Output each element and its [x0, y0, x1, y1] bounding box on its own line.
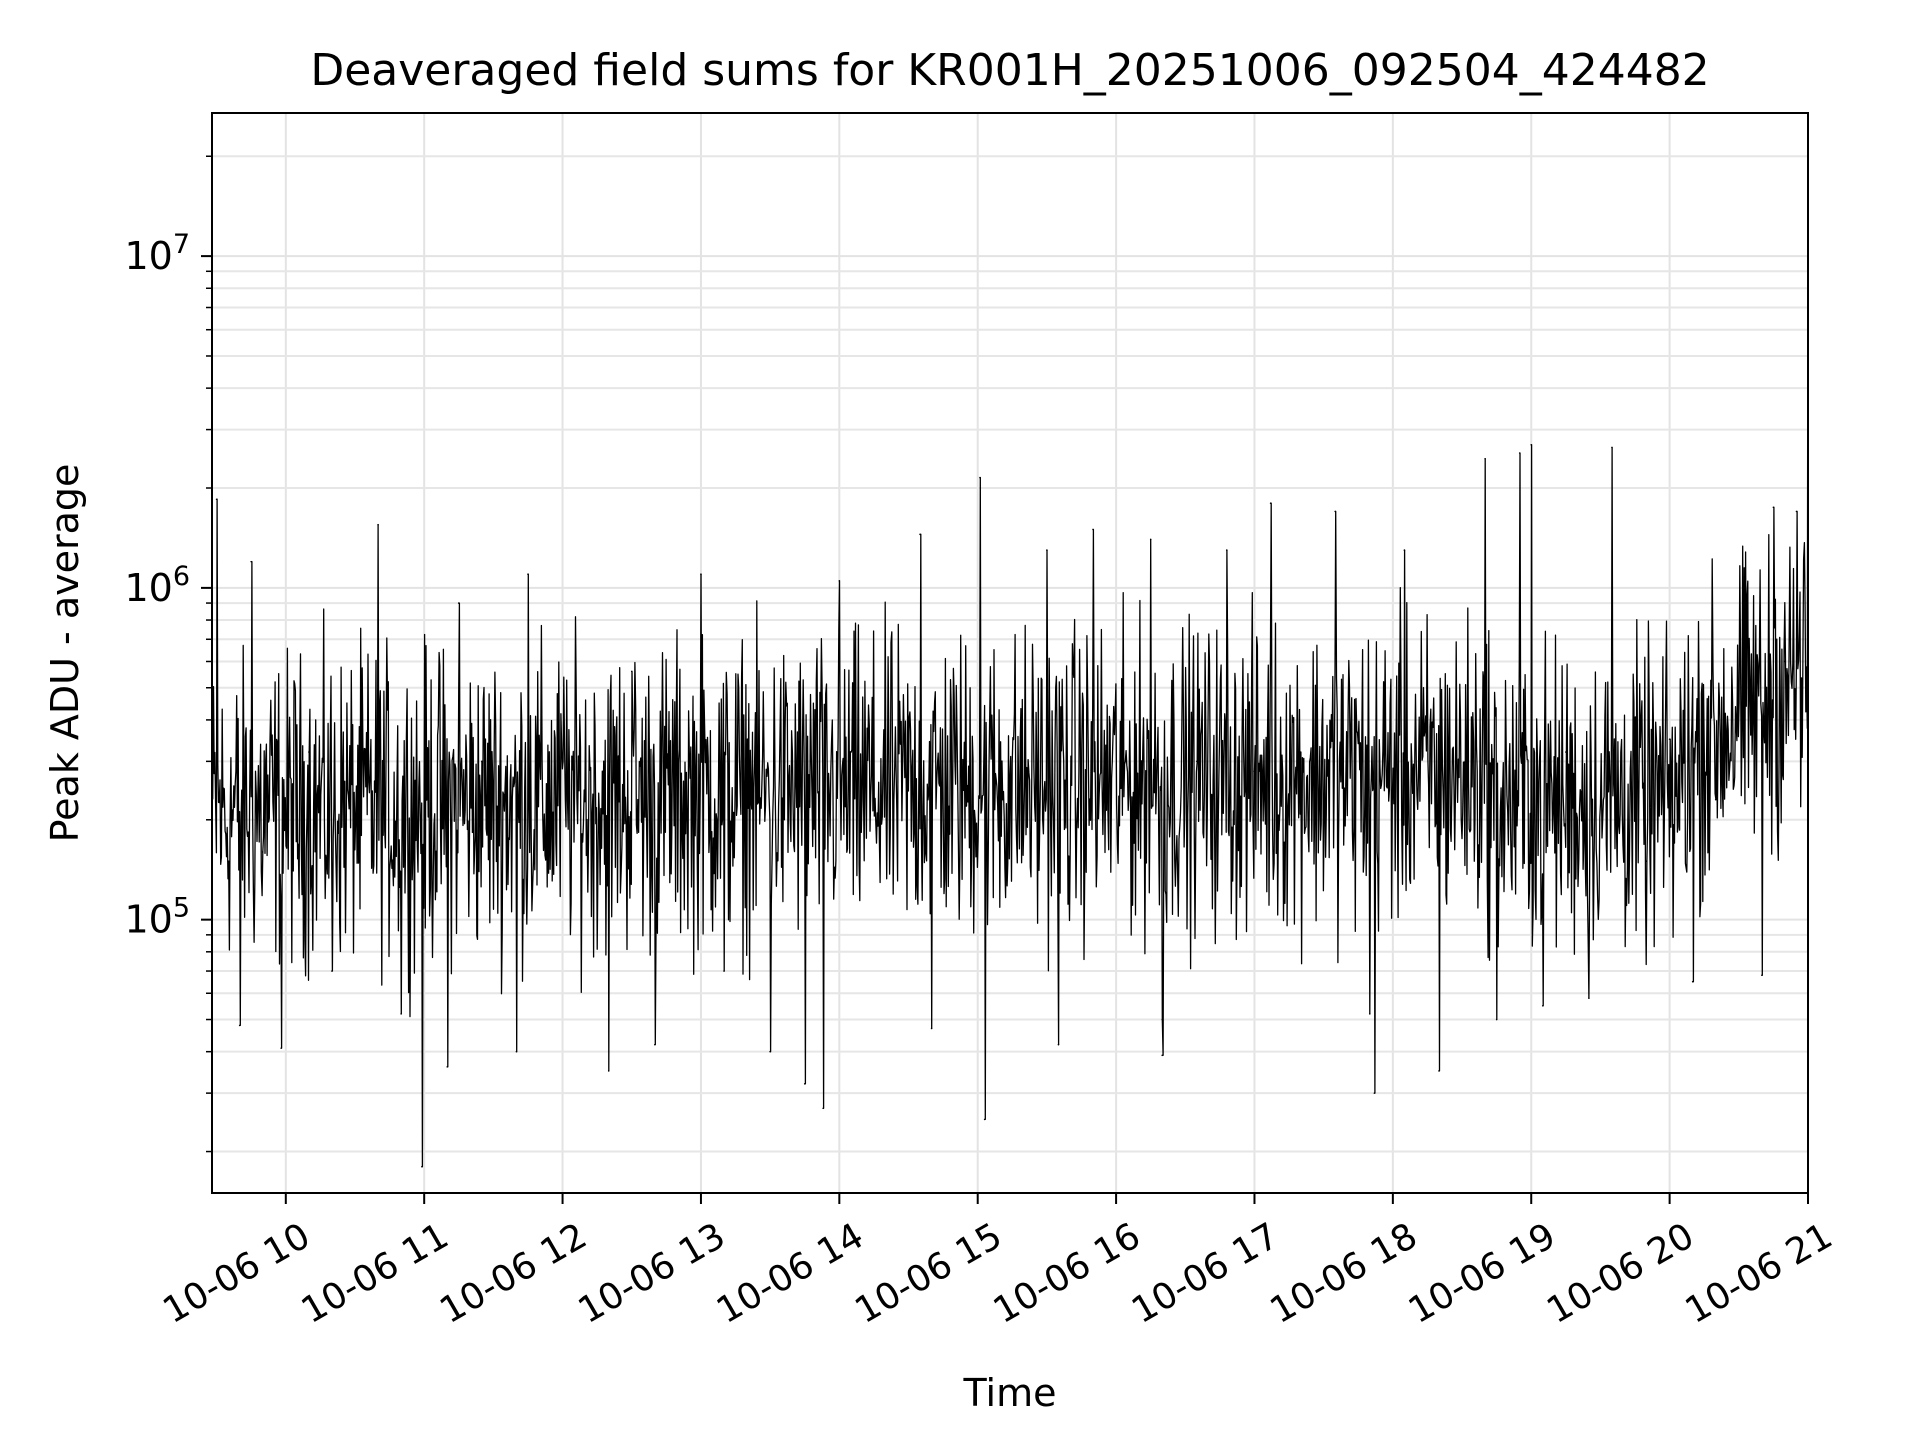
- data-point: [1530, 443, 1533, 446]
- data-point: [1691, 980, 1694, 983]
- data-point: [930, 1027, 933, 1030]
- data-point: [654, 1043, 656, 1046]
- x-tick-label: 10-06 19: [1402, 1215, 1563, 1331]
- data-point: [400, 1013, 402, 1015]
- data-point: [1334, 510, 1336, 513]
- data-point: [481, 760, 483, 763]
- data-point: [1611, 446, 1613, 449]
- x-tick-label: 10-06 20: [1540, 1215, 1701, 1331]
- data-point: [250, 560, 253, 563]
- x-tick-label: 10-06 13: [572, 1215, 733, 1331]
- series-line: [211, 156, 1809, 1168]
- y-tick-label: 106: [124, 561, 190, 610]
- x-tick-label: 10-06 14: [710, 1215, 871, 1331]
- data-point: [421, 1165, 423, 1168]
- tick-marks: [201, 155, 1809, 1204]
- data-point: [1092, 528, 1094, 531]
- data-point: [1541, 1004, 1544, 1007]
- data-point: [1403, 549, 1406, 551]
- data-point: [457, 602, 460, 604]
- data-point: [1495, 1018, 1498, 1021]
- chart-title: Deaveraged field sums for KR001H_2025100…: [310, 45, 1709, 96]
- data-point: [1565, 751, 1567, 753]
- data-point: [1772, 506, 1775, 509]
- y-axis-label: Peak ADU - average: [43, 464, 87, 843]
- data-point: [1057, 1043, 1060, 1046]
- data-point: [354, 818, 356, 821]
- data-point: [803, 1083, 806, 1085]
- data-point: [1269, 502, 1272, 504]
- data-point: [884, 781, 887, 783]
- data-point: [227, 860, 229, 863]
- data-point: [979, 476, 981, 479]
- data-point: [1795, 510, 1798, 513]
- data-point: [630, 670, 633, 673]
- data-point: [1196, 760, 1198, 763]
- data-point: [215, 498, 218, 501]
- data-point: [1161, 1018, 1164, 1021]
- data-point: [983, 1118, 986, 1121]
- plot-frame: [211, 112, 1809, 1194]
- data-point: [308, 751, 310, 753]
- data-point: [1668, 738, 1671, 740]
- y-tick-label: 105: [124, 893, 190, 942]
- data-point: [965, 805, 967, 807]
- data-point: [1784, 660, 1786, 663]
- x-tick-label: 10-06 21: [1679, 1215, 1840, 1331]
- data-point: [1225, 549, 1228, 551]
- data-point: [527, 573, 529, 575]
- data-point: [561, 760, 564, 763]
- x-tick-label: 10-06 17: [1125, 1215, 1286, 1331]
- data-point: [1714, 798, 1717, 801]
- data-point: [280, 1047, 282, 1049]
- y-tick-label: 107: [124, 229, 190, 278]
- series-layer: [211, 155, 1809, 1168]
- data-point: [446, 1066, 449, 1068]
- data-point: [1149, 538, 1152, 541]
- x-tick-label: 10-06 16: [987, 1215, 1148, 1331]
- data-point: [919, 533, 921, 536]
- data-point: [1484, 457, 1486, 460]
- y-tick-labels: 105 106 107: [124, 229, 190, 942]
- data-point: [700, 573, 702, 575]
- data-point: [331, 970, 333, 972]
- data-point: [723, 970, 725, 972]
- data-point: [1738, 702, 1740, 704]
- x-axis-label: Time: [963, 1371, 1057, 1415]
- data-point: [1373, 1092, 1376, 1094]
- data-point: [607, 1070, 610, 1072]
- grid: [212, 113, 1809, 1193]
- data-point: [1161, 1054, 1164, 1057]
- data-point: [838, 580, 841, 582]
- data-point: [1761, 974, 1763, 977]
- x-tick-label: 10-06 10: [156, 1215, 317, 1331]
- x-tick-label: 10-06 12: [433, 1215, 594, 1331]
- data-point: [1518, 452, 1521, 454]
- x-tick-label: 10-06 18: [1263, 1215, 1424, 1331]
- data-point: [515, 1050, 518, 1053]
- data-point: [1588, 997, 1590, 999]
- data-point: [1299, 751, 1302, 753]
- data-point: [769, 1050, 771, 1053]
- data-point: [377, 523, 379, 526]
- x-tick-label: 10-06 11: [295, 1215, 456, 1331]
- data-point: [1368, 1013, 1371, 1015]
- data-point: [1438, 1070, 1440, 1072]
- data-point: [1645, 860, 1648, 863]
- data-point: [238, 1024, 241, 1027]
- x-tick-label: 10-06 15: [848, 1215, 1009, 1331]
- data-point: [822, 1107, 824, 1110]
- data-point: [1253, 770, 1256, 773]
- data-point: [261, 851, 264, 853]
- data-point: [1046, 549, 1048, 551]
